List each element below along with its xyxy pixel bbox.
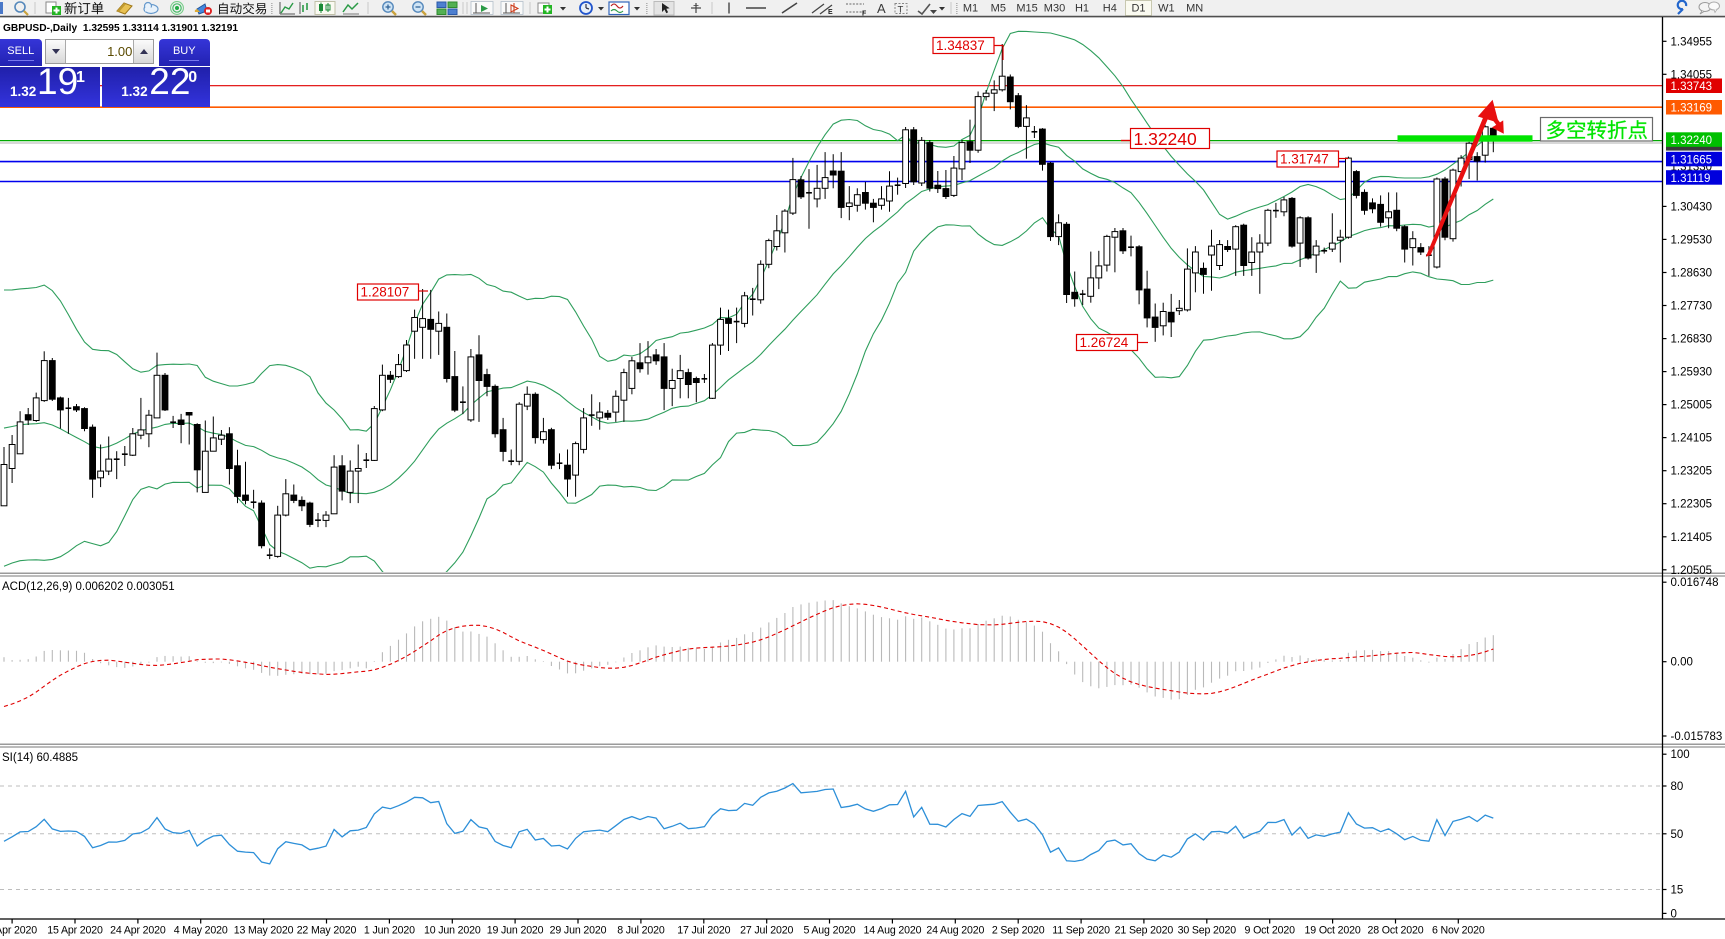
svg-text:1.31119: 1.31119 [1671, 173, 1711, 185]
svg-text:21 Sep 2020: 21 Sep 2020 [1115, 925, 1174, 937]
svg-text:1.27730: 1.27730 [1671, 301, 1713, 313]
svg-text:15: 15 [1671, 885, 1684, 897]
svg-text:ACD(12,26,9) 0.006202 0.003051: ACD(12,26,9) 0.006202 0.003051 [2, 581, 175, 593]
svg-text:6 Apr 2020: 6 Apr 2020 [0, 925, 37, 937]
svg-text:1.34055: 1.34055 [1671, 69, 1713, 81]
svg-text:MN: MN [1186, 3, 1203, 15]
svg-text:M1: M1 [963, 3, 978, 15]
svg-text:1.34837: 1.34837 [936, 38, 985, 53]
svg-text:0.016748: 0.016748 [1671, 577, 1719, 589]
svg-text:1.24105: 1.24105 [1671, 433, 1713, 445]
svg-text:27 Jul 2020: 27 Jul 2020 [740, 925, 793, 937]
svg-text:M30: M30 [1044, 3, 1065, 15]
svg-text:1.29530: 1.29530 [1671, 234, 1713, 246]
svg-text:W1: W1 [1158, 3, 1175, 15]
svg-text:1.32240: 1.32240 [1671, 135, 1713, 147]
svg-text:1.32240: 1.32240 [1134, 129, 1198, 149]
svg-text:24 Aug 2020: 24 Aug 2020 [926, 925, 984, 937]
svg-text:1.31747: 1.31747 [1280, 152, 1329, 167]
svg-text:1.22305: 1.22305 [1671, 499, 1713, 511]
svg-text:1.31665: 1.31665 [1671, 155, 1713, 167]
svg-text:17 Jul 2020: 17 Jul 2020 [677, 925, 730, 937]
svg-text:1.28107: 1.28107 [361, 285, 410, 300]
svg-text:10 Jun 2020: 10 Jun 2020 [424, 925, 481, 937]
svg-text:1.23205: 1.23205 [1671, 466, 1713, 478]
svg-text:1.25930: 1.25930 [1671, 367, 1713, 379]
svg-text:9 Oct 2020: 9 Oct 2020 [1245, 925, 1296, 937]
svg-text:E: E [828, 9, 833, 16]
svg-text:F: F [862, 11, 867, 18]
svg-text:M15: M15 [1016, 3, 1037, 15]
svg-text:1.33169: 1.33169 [1671, 103, 1713, 115]
svg-text:80: 80 [1671, 781, 1684, 793]
svg-text:H1: H1 [1075, 3, 1089, 15]
svg-text:1.26830: 1.26830 [1671, 334, 1713, 346]
svg-text:1.25005: 1.25005 [1671, 400, 1713, 412]
svg-text:0.00: 0.00 [1671, 657, 1693, 669]
svg-text:19 Jun 2020: 19 Jun 2020 [487, 925, 544, 937]
svg-text:M5: M5 [991, 3, 1006, 15]
svg-text:1.21405: 1.21405 [1671, 532, 1713, 544]
svg-text:14 Aug 2020: 14 Aug 2020 [863, 925, 921, 937]
svg-text:1.30430: 1.30430 [1671, 201, 1713, 213]
svg-text:-0.015783: -0.015783 [1671, 731, 1723, 743]
svg-text:29 Jun 2020: 29 Jun 2020 [550, 925, 607, 937]
svg-text:5 Aug 2020: 5 Aug 2020 [803, 925, 855, 937]
svg-text:4 May 2020: 4 May 2020 [174, 925, 228, 937]
svg-text:A: A [877, 1, 886, 16]
svg-text:11 Sep 2020: 11 Sep 2020 [1052, 925, 1110, 937]
svg-text:D1: D1 [1131, 3, 1145, 15]
svg-text:28 Oct 2020: 28 Oct 2020 [1367, 925, 1423, 937]
svg-text:H4: H4 [1103, 3, 1117, 15]
svg-text:T: T [898, 5, 904, 16]
svg-text:SI(14) 60.4885: SI(14) 60.4885 [2, 752, 78, 764]
svg-text:100: 100 [1671, 749, 1690, 761]
svg-text:15 Apr 2020: 15 Apr 2020 [47, 925, 103, 937]
svg-text:2 Sep 2020: 2 Sep 2020 [992, 925, 1045, 937]
svg-text:6 Nov 2020: 6 Nov 2020 [1432, 925, 1485, 937]
svg-text:19 Oct 2020: 19 Oct 2020 [1305, 925, 1361, 937]
svg-text:8 Jul 2020: 8 Jul 2020 [617, 925, 665, 937]
svg-text:1.28630: 1.28630 [1671, 268, 1713, 280]
svg-text:24 Apr 2020: 24 Apr 2020 [110, 925, 166, 937]
svg-text:22 May 2020: 22 May 2020 [297, 925, 357, 937]
svg-text:1.26724: 1.26724 [1080, 335, 1129, 350]
svg-text:1.33743: 1.33743 [1671, 81, 1713, 93]
svg-text:30 Sep 2020: 30 Sep 2020 [1178, 925, 1237, 937]
svg-text:50: 50 [1671, 829, 1684, 841]
svg-text:1.20505: 1.20505 [1671, 565, 1713, 577]
svg-text:1.34955: 1.34955 [1671, 36, 1713, 48]
svg-text:13 May 2020: 13 May 2020 [234, 925, 294, 937]
svg-text:1 Jun 2020: 1 Jun 2020 [364, 925, 415, 937]
svg-text:0: 0 [1671, 908, 1677, 920]
